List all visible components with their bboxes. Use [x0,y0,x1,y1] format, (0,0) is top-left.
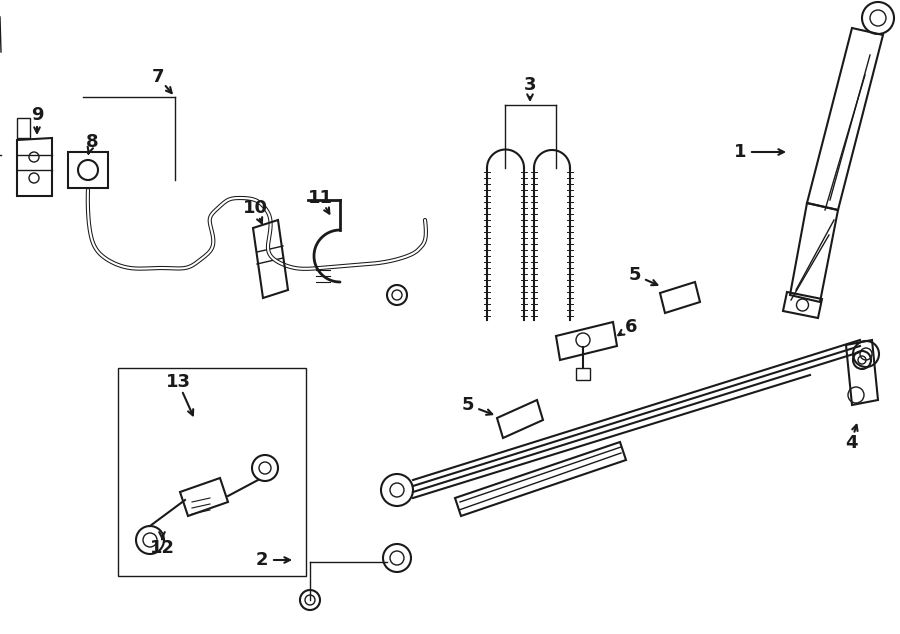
Text: 9: 9 [31,106,43,124]
Text: 2: 2 [256,551,268,569]
Bar [118,368,306,576]
Text: 12: 12 [149,539,175,557]
Text: 5: 5 [629,266,641,284]
Text: 5: 5 [462,396,474,414]
Text: 11: 11 [308,189,332,207]
Text: 7: 7 [152,68,164,86]
Text: 8: 8 [86,133,98,151]
Text: 6: 6 [625,318,637,336]
Text: 10: 10 [242,199,267,217]
Text: 13: 13 [166,373,191,391]
Text: 3: 3 [524,76,536,94]
Text: 4: 4 [845,434,857,452]
Text: 1: 1 [734,143,746,161]
